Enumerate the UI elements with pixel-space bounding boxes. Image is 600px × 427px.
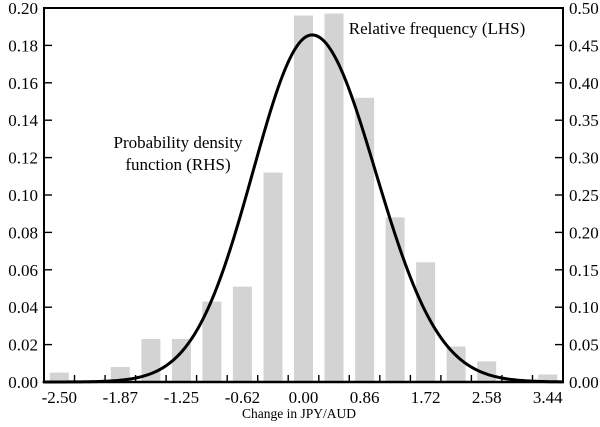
x-axis-tick-label: -1.25 [164,388,199,407]
x-axis-tick-label: -0.62 [225,388,260,407]
right-axis-tick-label: 0.40 [569,74,599,93]
relative-frequency-annotation: Relative frequency (LHS) [348,19,526,38]
x-axis-tick-label: 1.72 [411,388,441,407]
histogram-bar [263,172,283,382]
histogram-bar [171,339,191,382]
right-axis-tick-label: 0.05 [569,336,599,355]
right-axis-tick-label: 0.25 [569,186,599,205]
histogram-bar [385,217,405,382]
right-axis-tick-label: 0.30 [569,149,599,168]
left-axis-tick-label: 0.14 [8,111,38,130]
histogram-bar [355,97,375,383]
left-axis-tick-label: 0.06 [8,261,38,280]
histogram-bar [232,286,252,382]
pdf-annotation-line2: function (RHS) [125,155,231,174]
x-axis-tick-label: 0.00 [289,388,319,407]
right-axis-tick-label: 0.45 [569,36,599,55]
x-axis-tick-label: 3.44 [533,388,563,407]
left-axis-tick-label: 0.00 [8,373,38,392]
right-axis-tick-label: 0.35 [569,111,599,130]
pdf-annotation-line1: Probability density [113,133,243,152]
left-axis-tick-label: 0.20 [8,0,38,18]
histogram-bar [294,15,313,382]
left-axis-tick-label: 0.04 [8,298,38,317]
x-axis-tick-label: -2.50 [42,388,77,407]
x-axis-tick-label: 2.58 [472,388,502,407]
left-axis-tick-label: 0.08 [8,223,38,242]
pdf-annotation: Probability density function (RHS) [114,132,243,176]
right-axis-tick-label: 0.10 [569,298,599,317]
x-axis-title: Change in JPY/AUD [242,406,356,421]
left-axis-tick-label: 0.02 [8,336,38,355]
left-axis-tick-label: 0.10 [8,186,38,205]
histogram-bar [202,301,222,382]
x-axis-tick-label: -1.87 [103,388,139,407]
x-axis-tick-label: 0.86 [350,388,380,407]
histogram-bar [446,346,466,382]
right-axis-tick-label: 0.15 [569,261,599,280]
left-axis-tick-label: 0.18 [8,36,38,55]
density-curve [42,33,564,384]
right-axis-tick-label: 0.50 [569,0,599,18]
left-axis-tick-label: 0.12 [8,149,38,168]
histogram-bar [416,262,436,382]
right-axis-tick-label: 0.00 [569,373,599,392]
right-axis-tick-label: 0.20 [569,223,599,242]
left-axis-tick-label: 0.16 [8,74,38,93]
histogram-bar [49,372,69,382]
histogram-bar [324,13,344,382]
histogram-bar [538,374,558,382]
